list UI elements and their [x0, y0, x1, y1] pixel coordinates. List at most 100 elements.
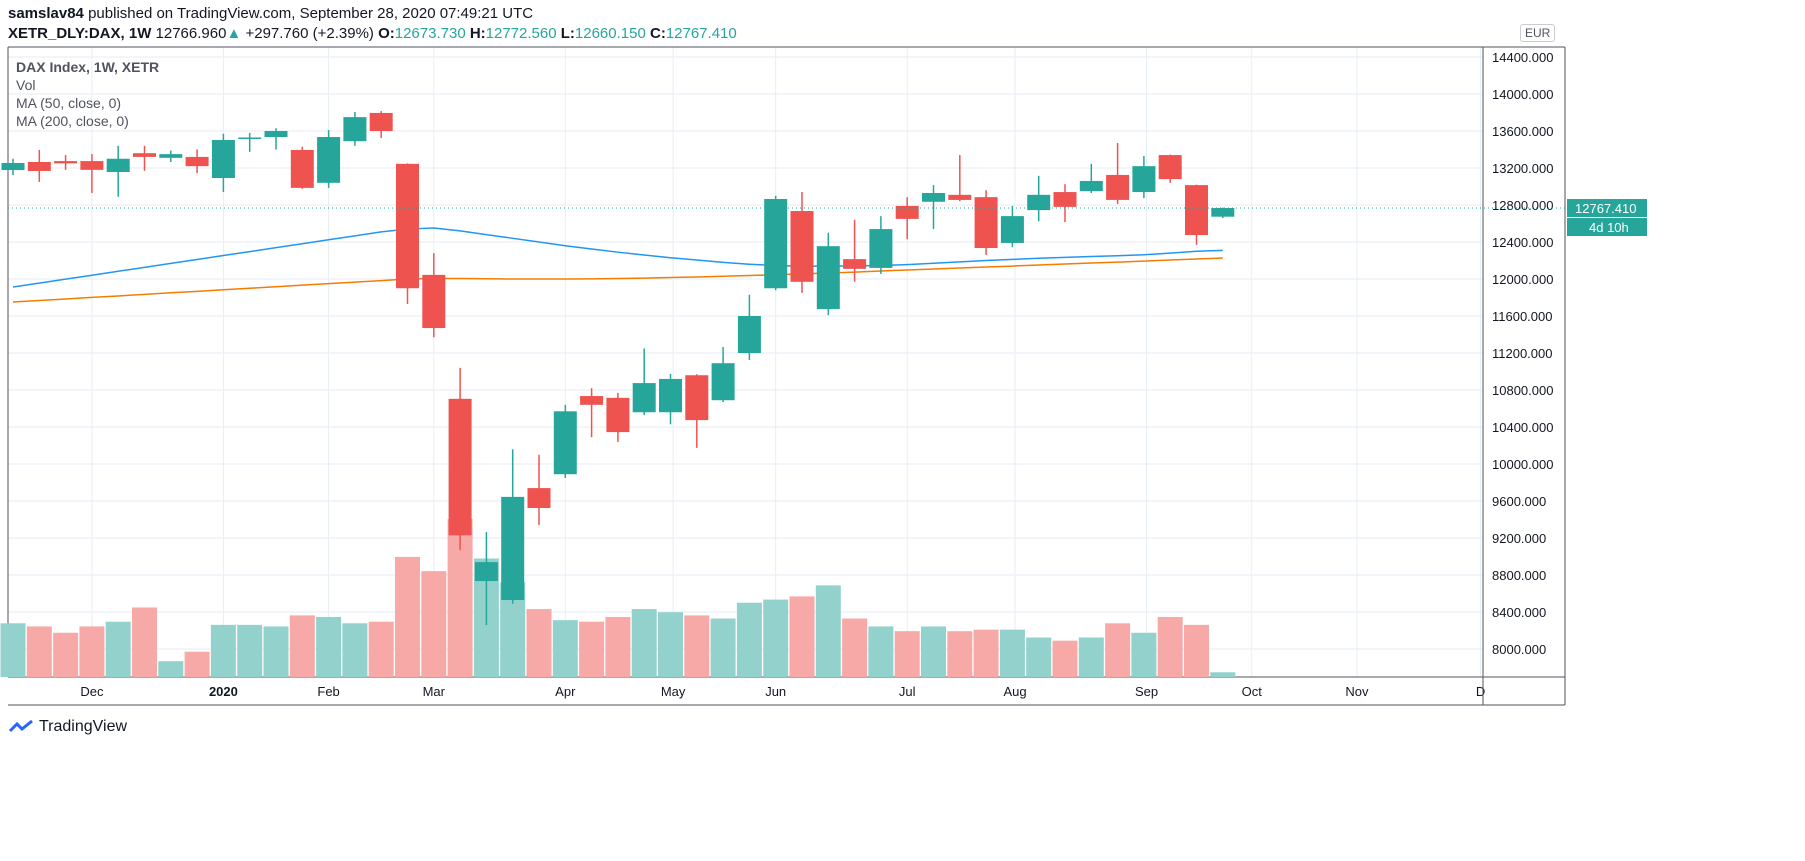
candle-body	[27, 161, 51, 171]
countdown-label: 4d 10h	[1589, 220, 1629, 235]
legend-ma50[interactable]: MA (50, close, 0)	[16, 95, 122, 111]
x-tick-label: 2020	[209, 684, 238, 699]
legend-title: DAX Index, 1W, XETR	[16, 59, 160, 75]
volume-bar	[1184, 624, 1209, 677]
candle-body	[185, 156, 209, 167]
y-tick-label: 13200.000	[1492, 161, 1553, 176]
volume-bar	[552, 620, 578, 677]
candle-body	[1185, 185, 1208, 236]
low-label: L:	[560, 25, 575, 42]
volume-bar	[237, 624, 263, 677]
volume-bar	[999, 629, 1025, 677]
x-tick-label: Dec	[80, 684, 104, 699]
candle-body	[685, 375, 709, 421]
volume-bar	[815, 585, 841, 677]
x-tick-label: May	[661, 684, 686, 699]
legend-ma200[interactable]: MA (200, close, 0)	[16, 113, 129, 129]
x-tick-label: Sep	[1135, 684, 1158, 699]
candle-body	[843, 259, 867, 269]
volume-bar	[1026, 637, 1052, 677]
candle-body	[711, 363, 735, 401]
y-tick-label: 12000.000	[1492, 272, 1553, 287]
candle-body	[54, 161, 78, 164]
candle-body	[790, 211, 814, 282]
x-tick-label: Oct	[1242, 684, 1263, 699]
candle-body	[632, 383, 656, 413]
legend-vol[interactable]: Vol	[16, 77, 36, 93]
volume-bar	[53, 632, 79, 677]
y-tick-label: 13600.000	[1492, 124, 1553, 139]
triangle-up-icon: ▲	[226, 25, 242, 42]
volume-bar	[421, 571, 447, 677]
volume-bar	[894, 631, 920, 677]
candle-body	[895, 205, 919, 219]
open-value: 12673.730	[394, 25, 466, 42]
candle-body	[1211, 208, 1235, 217]
volume-bar	[763, 599, 789, 677]
candle-body	[1132, 166, 1156, 193]
x-tick-label: Jul	[899, 684, 916, 699]
volume-bar	[789, 596, 815, 677]
candle-body	[659, 378, 682, 413]
candle-body	[737, 316, 761, 354]
volume-bar	[105, 621, 131, 677]
y-tick-label: 11600.000	[1492, 309, 1553, 324]
volume-bar	[736, 602, 762, 677]
currency-badge[interactable]: EUR	[1520, 24, 1556, 42]
candle-body	[606, 397, 630, 433]
candle-body	[922, 192, 945, 202]
y-tick-label: 14000.000	[1492, 87, 1553, 102]
volume-bar	[263, 626, 289, 677]
high-value: 12772.560	[485, 25, 557, 42]
volume-bar	[1131, 632, 1157, 677]
y-tick-label: 9200.000	[1492, 531, 1546, 546]
y-tick-label: 12800.000	[1492, 198, 1553, 213]
x-tick-label: D	[1476, 684, 1485, 699]
candle-body	[1079, 180, 1103, 192]
low-value: 12660.150	[574, 25, 646, 42]
author[interactable]: samslav84	[8, 5, 84, 22]
candle-body	[527, 488, 551, 508]
chart-legend: DAX Index, 1W, XETR Vol MA (50, close, 0…	[16, 58, 159, 130]
y-tick-label: 14400.000	[1492, 50, 1553, 65]
volume-bar	[184, 651, 210, 677]
candle-body	[580, 396, 604, 405]
volume-bar	[526, 609, 552, 677]
y-tick-label: 10800.000	[1492, 383, 1553, 398]
x-tick-label: Aug	[1003, 684, 1026, 699]
volume-bar	[684, 615, 710, 677]
candle-body	[343, 117, 367, 142]
volume-bar	[605, 616, 631, 677]
volume-bar	[842, 618, 868, 677]
candle-body	[369, 112, 393, 131]
countdown-badge	[1567, 218, 1647, 237]
volume-bar	[158, 661, 184, 677]
brand-name: TradingView	[39, 718, 128, 735]
volume-bar	[1078, 637, 1104, 677]
candle-body	[948, 194, 972, 200]
close-label: C:	[649, 25, 666, 42]
volume-bar	[658, 612, 683, 677]
y-tick-label: 9600.000	[1492, 494, 1546, 509]
volume-bar	[1105, 623, 1131, 677]
volume-bar	[1052, 640, 1078, 677]
volume-bar	[868, 626, 894, 677]
y-tick-label: 10000.000	[1492, 457, 1553, 472]
volume-bar	[973, 629, 999, 677]
ma200-line	[12, 257, 1223, 303]
candle-body	[869, 229, 893, 268]
volume-bar	[631, 609, 657, 677]
publish-info: samslav84 published on TradingView.com, …	[8, 5, 533, 22]
candle-body	[106, 158, 130, 172]
candle-body	[396, 163, 419, 289]
y-tick-label: 10400.000	[1492, 420, 1553, 435]
candle-body	[80, 161, 104, 170]
last-price-label: 12767.410	[1575, 201, 1636, 216]
last-price-badge	[1567, 199, 1647, 218]
ma50-line	[12, 227, 1223, 288]
volume-bar	[0, 623, 26, 677]
volume-bar	[368, 621, 394, 677]
tradingview-logo[interactable]: TradingView	[8, 718, 127, 736]
candle-body	[474, 562, 498, 582]
